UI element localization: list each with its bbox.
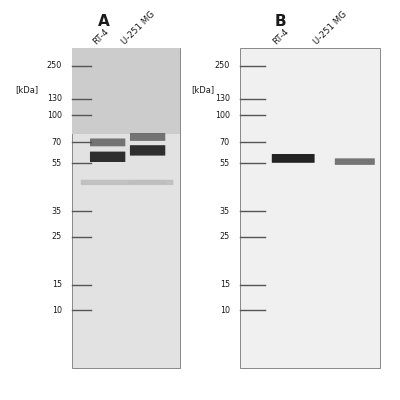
Bar [240, 48, 380, 368]
Text: A: A [98, 14, 110, 30]
Text: 70: 70 [52, 138, 62, 147]
Text: 55: 55 [52, 159, 62, 168]
Text: 100: 100 [215, 111, 230, 120]
FancyBboxPatch shape [130, 145, 165, 156]
Text: 15: 15 [220, 280, 230, 289]
Text: RT-4: RT-4 [272, 26, 291, 46]
Text: 25: 25 [220, 232, 230, 241]
FancyBboxPatch shape [128, 180, 167, 184]
Text: 130: 130 [47, 94, 62, 103]
Text: 100: 100 [47, 111, 62, 120]
Text: RT-4: RT-4 [92, 26, 111, 46]
Text: 10: 10 [220, 306, 230, 315]
Text: U-251 MG: U-251 MG [120, 9, 156, 46]
FancyBboxPatch shape [130, 133, 165, 141]
Text: 70: 70 [220, 138, 230, 147]
Text: [kDa]: [kDa] [191, 86, 214, 94]
FancyBboxPatch shape [81, 180, 173, 185]
Text: 10: 10 [52, 306, 62, 315]
FancyBboxPatch shape [90, 152, 125, 162]
Bar [72, 48, 180, 134]
Text: [kDa]: [kDa] [15, 86, 38, 94]
Text: 55: 55 [220, 159, 230, 168]
Text: U-251 MG: U-251 MG [312, 9, 348, 46]
Text: 25: 25 [52, 232, 62, 241]
Text: 15: 15 [52, 280, 62, 289]
FancyBboxPatch shape [90, 138, 125, 146]
Bar [72, 48, 180, 368]
Text: 35: 35 [52, 207, 62, 216]
Text: B: B [274, 14, 286, 30]
Text: 130: 130 [215, 94, 230, 103]
Text: 250: 250 [47, 61, 62, 70]
FancyBboxPatch shape [335, 158, 375, 165]
Text: 35: 35 [220, 207, 230, 216]
FancyBboxPatch shape [272, 154, 314, 163]
Text: 250: 250 [215, 61, 230, 70]
